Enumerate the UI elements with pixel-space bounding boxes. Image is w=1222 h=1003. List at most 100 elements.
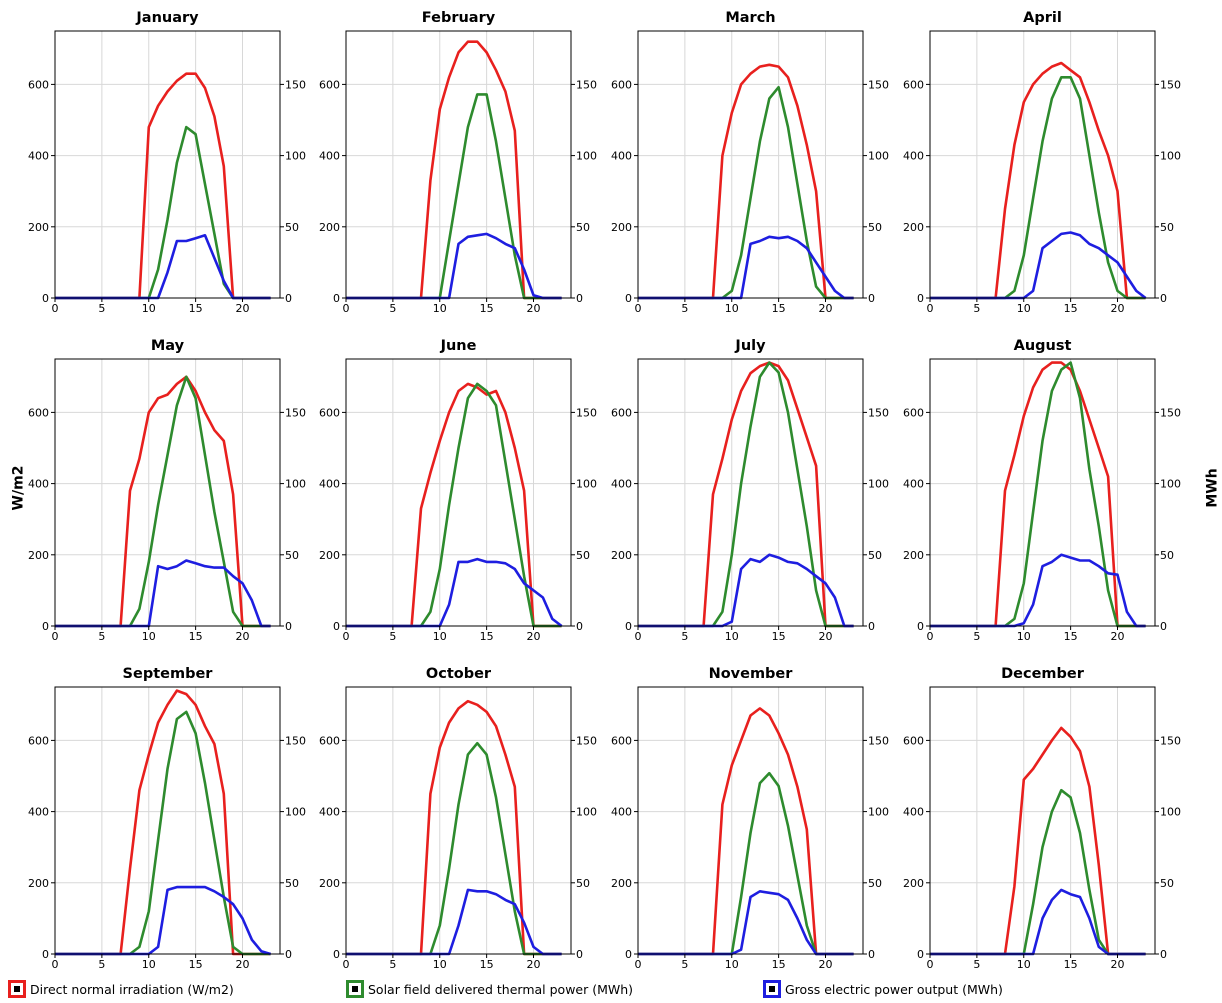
x-tick-label: 0 xyxy=(927,630,934,643)
y-right-tick-label: 100 xyxy=(285,478,306,491)
x-tick-label: 0 xyxy=(343,958,350,971)
legend-label-electric: Gross electric power output (MWh) xyxy=(785,981,1003,997)
y-right-tick-label: 50 xyxy=(285,549,299,562)
legend-item-electric[interactable]: Gross electric power output (MWh) xyxy=(763,978,1003,1000)
x-tick-label: 0 xyxy=(52,958,59,971)
x-tick-label: 10 xyxy=(725,958,739,971)
y-left-tick-label: 0 xyxy=(42,292,49,305)
chart-title: July xyxy=(734,338,766,354)
y-right-tick-label: 150 xyxy=(285,406,306,419)
y-right-tick-label: 50 xyxy=(576,549,590,562)
x-tick-label: 20 xyxy=(1111,302,1125,315)
chart-title: January xyxy=(135,10,199,26)
y-right-tick-label: 50 xyxy=(1160,877,1174,890)
y-left-tick-label: 400 xyxy=(903,150,924,163)
plot-area xyxy=(930,687,1155,954)
plot-frame xyxy=(637,686,864,955)
x-tick-label: 15 xyxy=(772,958,786,971)
y-right-tick-label: 100 xyxy=(1160,806,1181,819)
y-right-tick-label: 150 xyxy=(868,734,889,747)
x-tick-label: 5 xyxy=(389,630,396,643)
plot-area xyxy=(346,359,571,626)
x-tick-label: 10 xyxy=(142,302,156,315)
x-tick-label: 5 xyxy=(98,630,105,643)
y-left-tick-label: 200 xyxy=(611,221,632,234)
x-tick-label: 20 xyxy=(1111,958,1125,971)
x-tick-label: 5 xyxy=(681,958,688,971)
y-left-tick-label: 400 xyxy=(903,806,924,819)
x-tick-label: 5 xyxy=(973,302,980,315)
y-right-tick-label: 0 xyxy=(1160,620,1167,633)
y-left-tick-label: 600 xyxy=(28,734,49,747)
plot-frame xyxy=(345,358,572,627)
y-right-tick-label: 0 xyxy=(1160,948,1167,961)
plot-frame xyxy=(637,30,864,299)
y-left-tick-label: 600 xyxy=(319,78,340,91)
x-tick-label: 15 xyxy=(189,958,203,971)
plot-area xyxy=(55,31,280,298)
y-right-tick-label: 0 xyxy=(868,620,875,633)
y-right-tick-label: 0 xyxy=(285,620,292,633)
y-left-tick-label: 600 xyxy=(611,406,632,419)
y-left-tick-label: 0 xyxy=(333,948,340,961)
x-tick-label: 5 xyxy=(681,302,688,315)
chart-title: October xyxy=(426,666,492,682)
y-right-tick-label: 100 xyxy=(1160,478,1181,491)
x-tick-label: 20 xyxy=(527,302,541,315)
x-tick-label: 15 xyxy=(480,958,494,971)
x-tick-label: 10 xyxy=(433,958,447,971)
y-right-tick-label: 150 xyxy=(576,78,597,91)
x-tick-label: 20 xyxy=(236,302,250,315)
plot-frame xyxy=(54,358,281,627)
x-tick-label: 5 xyxy=(389,958,396,971)
legend-item-thermal[interactable]: Solar field delivered thermal power (MWh… xyxy=(346,978,633,1000)
y-left-tick-label: 600 xyxy=(611,734,632,747)
x-tick-label: 20 xyxy=(819,630,833,643)
plot-frame xyxy=(54,30,281,299)
y-right-tick-label: 50 xyxy=(285,221,299,234)
y-left-tick-label: 600 xyxy=(903,406,924,419)
y-left-tick-label: 600 xyxy=(28,406,49,419)
y-right-tick-label: 100 xyxy=(868,806,889,819)
x-tick-label: 15 xyxy=(480,302,494,315)
plot-area xyxy=(55,687,280,954)
right-axis-label: MWh xyxy=(1204,468,1221,508)
chart-title: March xyxy=(725,10,775,26)
y-right-tick-label: 150 xyxy=(1160,406,1181,419)
y-right-tick-label: 100 xyxy=(576,806,597,819)
y-left-tick-label: 200 xyxy=(611,877,632,890)
y-right-tick-label: 50 xyxy=(576,221,590,234)
x-tick-label: 15 xyxy=(1064,302,1078,315)
plot-frame xyxy=(345,30,572,299)
plot-area xyxy=(638,687,863,954)
y-left-tick-label: 0 xyxy=(917,292,924,305)
y-right-tick-label: 150 xyxy=(868,406,889,419)
x-tick-label: 15 xyxy=(189,630,203,643)
y-right-tick-label: 0 xyxy=(576,292,583,305)
legend-item-dni[interactable]: Direct normal irradiation (W/m2) xyxy=(8,978,234,1000)
chart-title: February xyxy=(422,10,496,26)
y-left-tick-label: 400 xyxy=(903,478,924,491)
legend-swatch-electric xyxy=(763,980,781,998)
y-right-tick-label: 50 xyxy=(576,877,590,890)
legend-label-thermal: Solar field delivered thermal power (MWh… xyxy=(368,981,634,997)
y-left-tick-label: 400 xyxy=(611,806,632,819)
x-tick-label: 0 xyxy=(635,958,642,971)
y-left-tick-label: 400 xyxy=(319,150,340,163)
x-tick-label: 10 xyxy=(433,302,447,315)
y-left-tick-label: 200 xyxy=(611,549,632,562)
x-tick-label: 0 xyxy=(52,302,59,315)
x-tick-label: 5 xyxy=(98,302,105,315)
x-tick-label: 15 xyxy=(1064,958,1078,971)
y-right-tick-label: 150 xyxy=(1160,734,1181,747)
y-right-tick-label: 100 xyxy=(1160,150,1181,163)
y-right-tick-label: 150 xyxy=(285,734,306,747)
y-left-tick-label: 200 xyxy=(28,877,49,890)
y-right-tick-label: 0 xyxy=(285,292,292,305)
plot-area xyxy=(346,31,571,298)
